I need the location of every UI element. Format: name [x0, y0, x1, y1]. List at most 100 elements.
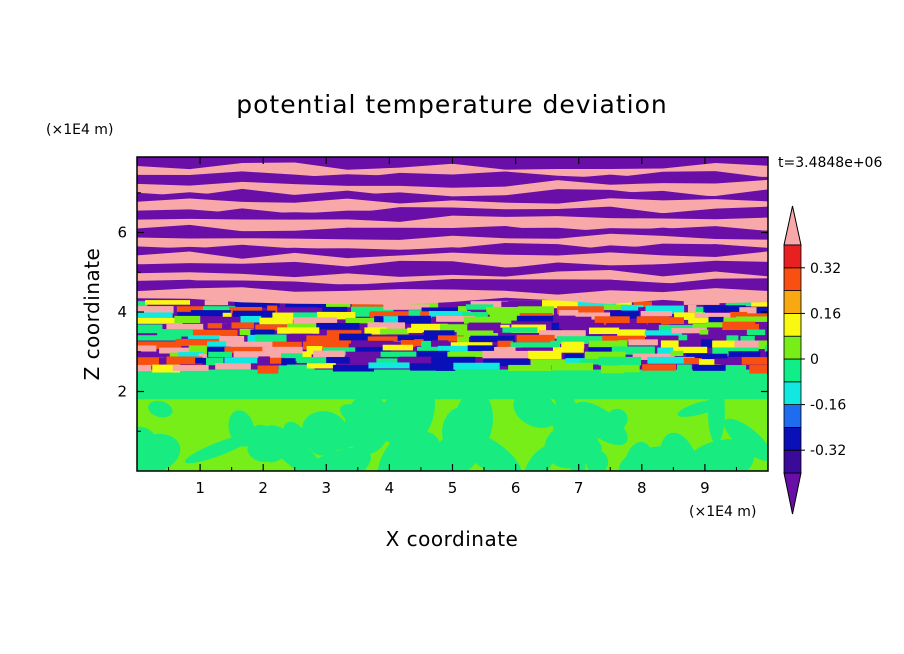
field-patch — [437, 345, 469, 353]
field-cell — [388, 415, 419, 471]
field-patch — [739, 307, 758, 315]
field-patch — [588, 327, 620, 335]
field-patch — [137, 301, 148, 310]
y-tick-label: 2 — [117, 383, 127, 401]
colorbar-swatch — [783, 267, 802, 291]
field-patch — [561, 341, 585, 349]
field-patch — [541, 299, 579, 309]
field-patch — [508, 364, 552, 371]
field-patch — [195, 357, 211, 364]
field-patch — [316, 322, 360, 330]
x-tick-label: 3 — [322, 479, 332, 497]
field-stripe — [137, 224, 768, 243]
field-patch — [594, 316, 630, 325]
field-band — [137, 369, 768, 390]
field-patch — [145, 298, 191, 305]
field-patch — [651, 298, 697, 306]
field-patch — [557, 306, 604, 315]
field-patch — [198, 353, 207, 361]
field-patch — [766, 351, 768, 360]
y-tick-label: 6 — [117, 224, 127, 242]
field-patch — [351, 359, 382, 366]
field-patch — [577, 300, 621, 308]
x-tick-label: 7 — [574, 479, 584, 497]
field-patch — [516, 315, 554, 322]
field-cell — [619, 446, 694, 471]
field-patch — [642, 364, 677, 371]
field-patch — [272, 312, 296, 320]
field-patch — [323, 347, 367, 356]
field-patch — [616, 299, 632, 308]
field-patch — [137, 306, 174, 314]
field-patch — [259, 317, 293, 325]
field-patch — [764, 345, 768, 352]
field-patch — [751, 300, 768, 307]
field-patch — [257, 365, 279, 374]
field-patch — [700, 339, 714, 348]
field-patch — [582, 336, 605, 343]
colorbar-swatch — [783, 358, 802, 383]
field-patch — [552, 347, 584, 353]
field-patch — [326, 330, 362, 337]
field-patch — [137, 341, 182, 349]
field-patch — [226, 341, 273, 349]
field-patch — [229, 306, 263, 314]
field-patch — [740, 336, 755, 343]
field-patch — [502, 327, 538, 333]
colorbar-swatch — [783, 335, 802, 360]
field-patch — [678, 334, 688, 344]
field-patch — [580, 358, 600, 365]
field-patch — [726, 335, 739, 342]
field-patch — [280, 353, 305, 362]
field-patch — [368, 362, 410, 369]
field-patch — [166, 323, 204, 332]
field-patch — [355, 347, 392, 353]
field-patch — [647, 356, 695, 364]
field-patch — [417, 346, 447, 355]
y-tick-label: 4 — [117, 303, 127, 321]
field-patch — [588, 340, 624, 348]
field-patch — [332, 364, 375, 372]
field-cell — [435, 434, 478, 471]
colorbar-label: 0 — [810, 352, 819, 368]
field-patch — [453, 362, 500, 370]
field-patch — [564, 353, 584, 360]
field-patch — [437, 335, 464, 342]
field-patch — [207, 346, 231, 356]
field-patch — [493, 327, 503, 334]
field-patch — [559, 322, 584, 330]
x-tick-label: 5 — [448, 479, 458, 497]
field-patch — [345, 351, 383, 360]
colorbar-swatch — [783, 290, 802, 314]
field-cell — [523, 446, 555, 471]
field-patch — [137, 364, 152, 372]
field-stripe — [137, 179, 768, 198]
field-patch — [255, 334, 287, 342]
field-patch — [644, 330, 682, 336]
field-patch — [606, 323, 647, 331]
field-patch — [736, 316, 768, 322]
field-patch — [685, 353, 728, 361]
field-patch — [383, 316, 401, 325]
field-patch — [687, 304, 697, 313]
field-patch — [551, 322, 562, 331]
field-patch — [231, 322, 254, 329]
field-patch — [296, 357, 334, 363]
field-patch — [293, 312, 322, 321]
field-patch — [224, 357, 258, 364]
field-patch — [420, 311, 432, 319]
field-patch — [692, 364, 727, 371]
field-patch — [175, 338, 220, 346]
field-patch — [530, 359, 572, 366]
field-patch — [322, 306, 348, 315]
field-patch — [399, 356, 439, 363]
field-patch — [550, 340, 561, 349]
field-patch — [278, 365, 291, 372]
field-patch — [528, 350, 562, 360]
y-axis-label: Z coordinate — [80, 248, 104, 381]
field-patch — [411, 323, 448, 333]
field-patch — [633, 301, 656, 308]
field-patch — [355, 310, 370, 317]
field-patch — [159, 357, 168, 366]
colorbar-label: -0.32 — [810, 443, 846, 459]
